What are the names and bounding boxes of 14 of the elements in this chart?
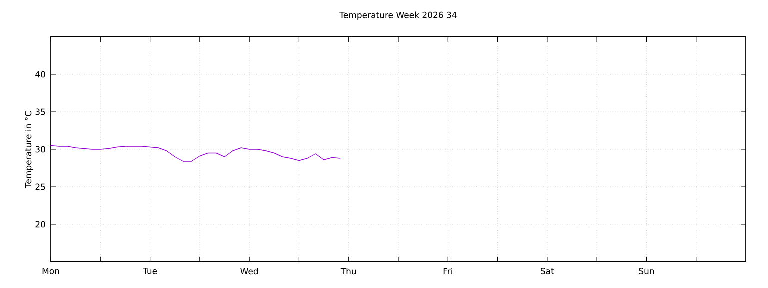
x-tick-label: Wed [240,268,258,275]
x-tick-label: Sat [541,268,554,274]
y-tick-label: 20 [36,221,46,228]
x-tick-label: Fri [444,268,452,274]
x-tick-label: Sun [639,268,654,274]
y-tick-label: 30 [36,146,46,153]
y-tick-label: 35 [36,108,46,116]
x-tick-label: Thu [340,268,356,275]
y-tick-label: 25 [36,184,46,190]
chart-title: Temperature Week 2026 34 [340,12,457,20]
x-tick-label: Tue [142,268,158,274]
y-tick-label: 40 [36,71,46,78]
y-axis-title: Temperature in °C [25,111,34,188]
x-tick-label: Mon [42,268,60,274]
